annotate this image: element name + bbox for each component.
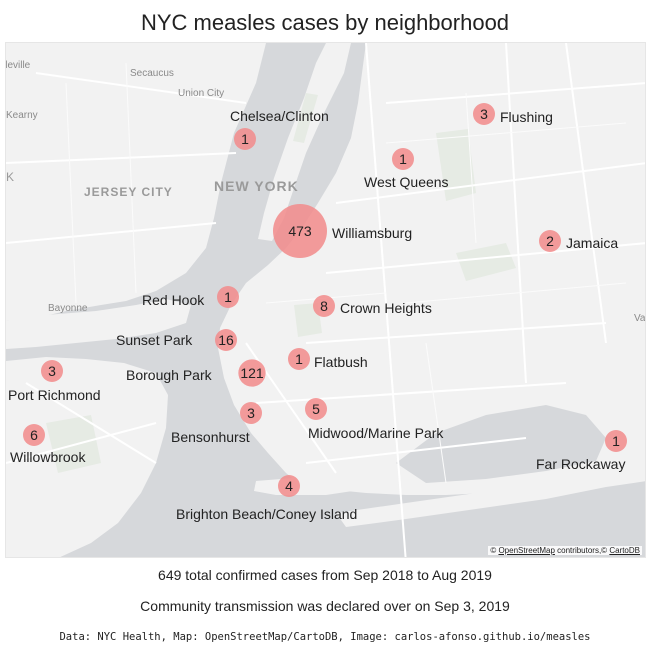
neighborhood-label-west-queens: West Queens — [364, 174, 449, 190]
bubble-sunset-park[interactable] — [215, 329, 237, 351]
bubble-jamaica[interactable] — [539, 230, 561, 252]
openstreetmap-link[interactable]: OpenStreetMap — [498, 546, 555, 555]
basemap[interactable]: Secaucus Union City Kearny lleville JERSEY C… — [6, 43, 646, 558]
land-new-jersey — [6, 43, 266, 321]
land-rockaway — [336, 463, 645, 527]
neighborhood-label-midwood-marine-park: Midwood/Marine Park — [308, 425, 444, 441]
bubble-value-west-queens: 1 — [399, 151, 407, 167]
basemap-label-secaucus: Secaucus — [130, 68, 174, 79]
neighborhood-label-flushing: Flushing — [500, 109, 553, 125]
jamaica-bay — [396, 405, 606, 483]
bubble-value-bensonhurst: 3 — [247, 405, 255, 421]
neighborhood-label-williamsburg: Williamsburg — [332, 225, 412, 241]
attribution-contributors: contributors,© — [554, 546, 608, 555]
land-manhattan — [258, 43, 351, 241]
bubble-williamsburg[interactable] — [273, 204, 327, 258]
basemap-label-va: Va — [634, 313, 646, 324]
bubble-far-rockaway[interactable] — [605, 430, 627, 452]
caption-total-cases: 649 total confirmed cases from Sep 2018 … — [158, 567, 492, 583]
road-network — [6, 43, 645, 557]
basemap-label-ille: lleville — [6, 60, 31, 71]
basemap-label-bayonne: Bayonne — [48, 303, 88, 314]
bubble-value-flushing: 3 — [480, 106, 488, 122]
basemap-label-new-york: NEW YORK — [214, 178, 299, 194]
neighborhood-label-borough-park: Borough Park — [126, 367, 213, 383]
bubble-crown-heights[interactable] — [313, 295, 335, 317]
bubble-value-willowbrook: 6 — [30, 427, 38, 443]
land-queens-brooklyn — [218, 43, 645, 495]
land-bayonne — [6, 299, 191, 349]
neighborhood-label-crown-heights: Crown Heights — [340, 300, 432, 316]
bubble-value-midwood-marine-park: 5 — [312, 401, 320, 417]
bubble-borough-park[interactable] — [238, 359, 266, 387]
basemap-label-kearny: Kearny — [6, 110, 38, 121]
map-panel[interactable]: Secaucus Union City Kearny lleville JERSEY C… — [5, 42, 646, 558]
bubble-red-hook[interactable] — [217, 286, 239, 308]
bubble-value-williamsburg: 473 — [288, 223, 312, 239]
basemap-label-k: K — [6, 170, 14, 184]
park-central — [293, 93, 318, 143]
bubble-value-brighton-beach-coney-island: 4 — [285, 478, 293, 494]
bubble-bensonhurst[interactable] — [240, 402, 262, 424]
neighborhood-label-flatbush: Flatbush — [314, 354, 368, 370]
bubble-port-richmond[interactable] — [41, 360, 63, 382]
cartodb-link[interactable]: CartoDB — [609, 546, 640, 555]
map-attribution: © OpenStreetMap contributors,© CartoDB — [488, 546, 642, 555]
bubble-west-queens[interactable] — [392, 148, 414, 170]
bubble-willowbrook[interactable] — [23, 424, 45, 446]
neighborhood-label-sunset-park: Sunset Park — [116, 332, 193, 348]
bubble-value-red-hook: 1 — [224, 289, 232, 305]
neighborhood-label-red-hook: Red Hook — [142, 292, 205, 308]
neighborhood-label-willowbrook: Willowbrook — [10, 449, 86, 465]
neighborhood-label-bensonhurst: Bensonhurst — [171, 429, 250, 445]
neighborhood-label-brighton-beach-coney-island: Brighton Beach/Coney Island — [176, 506, 357, 522]
park-forest — [456, 243, 516, 281]
bubble-value-far-rockaway: 1 — [612, 433, 620, 449]
bubble-value-flatbush: 1 — [295, 351, 303, 367]
bubble-value-chelsea-clinton: 1 — [241, 131, 249, 147]
bubble-chelsea-clinton[interactable] — [234, 128, 256, 150]
neighborhood-label-chelsea-clinton: Chelsea/Clinton — [230, 108, 329, 124]
bubble-value-sunset-park: 16 — [218, 332, 234, 348]
neighborhood-label-jamaica: Jamaica — [566, 235, 618, 251]
bubble-value-jamaica: 2 — [546, 233, 554, 249]
neighborhood-label-far-rockaway: Far Rockaway — [536, 456, 625, 472]
bubble-value-crown-heights: 8 — [320, 298, 328, 314]
caption-transmission-declared: Community transmission was declared over… — [140, 598, 510, 614]
copyright-symbol: © — [490, 546, 497, 555]
bubble-value-borough-park: 121 — [240, 365, 264, 381]
page-title: NYC measles cases by neighborhood — [140, 10, 510, 35]
neighborhood-label-port-richmond: Port Richmond — [8, 387, 101, 403]
bubble-value-port-richmond: 3 — [48, 363, 56, 379]
bubble-flatbush[interactable] — [288, 348, 310, 370]
source-credits: Data: NYC Health, Map: OpenStreetMap/Car… — [59, 631, 591, 643]
bubble-flushing[interactable] — [473, 103, 495, 125]
bubble-midwood-marine-park[interactable] — [305, 398, 327, 420]
basemap-label-union-city: Union City — [178, 88, 224, 99]
park-flushing-meadows — [436, 129, 476, 201]
bubble-brighton-beach-coney-island[interactable] — [278, 475, 300, 497]
basemap-label-jersey-city: JERSEY CITY — [84, 185, 173, 199]
